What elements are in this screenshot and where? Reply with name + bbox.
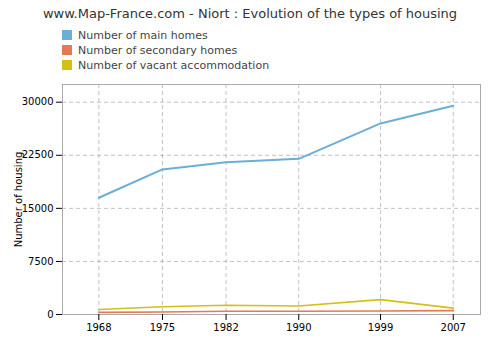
svg-text:22500: 22500	[22, 149, 54, 160]
svg-text:1982: 1982	[213, 322, 238, 333]
html-text:Number of main homes: Number of main homes	[78, 28, 208, 42]
svg-text:30000: 30000	[22, 96, 54, 107]
svg-text:7500: 7500	[28, 256, 53, 267]
html-text:Number of secondary homes: Number of secondary homes	[78, 43, 238, 57]
svg-text:1975: 1975	[150, 322, 175, 333]
svg-text:0: 0	[47, 309, 53, 320]
html-text:Number of vacant accommodation: Number of vacant accommodation	[78, 58, 270, 72]
svg-text:1999: 1999	[368, 322, 393, 333]
svg-text:1990: 1990	[286, 322, 311, 333]
svg-text:15000: 15000	[22, 203, 54, 214]
svg-text:1968: 1968	[86, 322, 111, 333]
svg-text:Number of housing: Number of housing	[13, 152, 24, 248]
svg-text:2007: 2007	[441, 322, 466, 333]
html-text:www.Map-France.com - Niort : E: www.Map-France.com - Niort : Evolution o…	[42, 6, 458, 21]
